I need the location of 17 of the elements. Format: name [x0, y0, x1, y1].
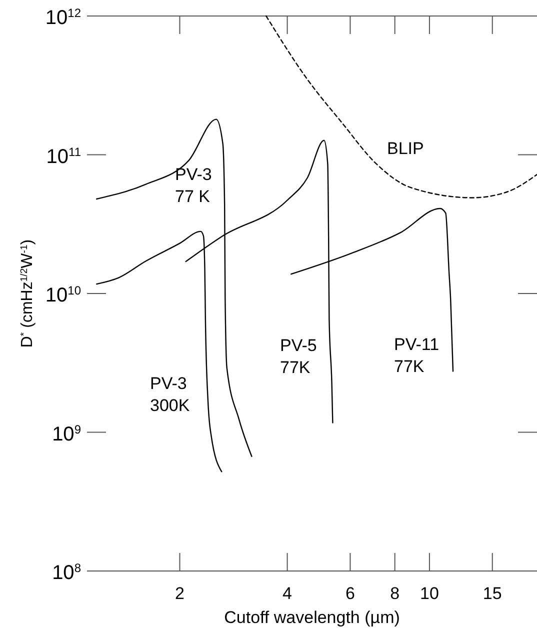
series-label: PV-3 77 K — [175, 165, 212, 206]
y-tick-label: 10$^{12}$ — [45, 6, 82, 29]
x-tick-label: 2 — [175, 584, 184, 603]
x-axis-title: Cutoff wavelength (µm) — [224, 608, 400, 627]
series-label: BLIP — [387, 139, 424, 158]
series-label: PV-5 77K — [280, 336, 317, 377]
x-tick-label: 6 — [345, 584, 355, 603]
y-tick-label: 10$^{8}$ — [52, 561, 82, 584]
x-tick-label: 15 — [482, 584, 502, 603]
x-tick-label: 10 — [420, 584, 439, 603]
series-label: PV-11 77K — [394, 335, 440, 376]
y-tick-label: 10$^{9}$ — [52, 422, 82, 446]
y-tick-label: 10$^{11}$ — [46, 144, 82, 168]
series-label: PV-3 300K — [150, 374, 190, 415]
x-tick-label: 8 — [390, 584, 400, 603]
x-tick-label: 4 — [282, 584, 292, 603]
y-tick-label: 10$^{10}$ — [45, 284, 82, 306]
